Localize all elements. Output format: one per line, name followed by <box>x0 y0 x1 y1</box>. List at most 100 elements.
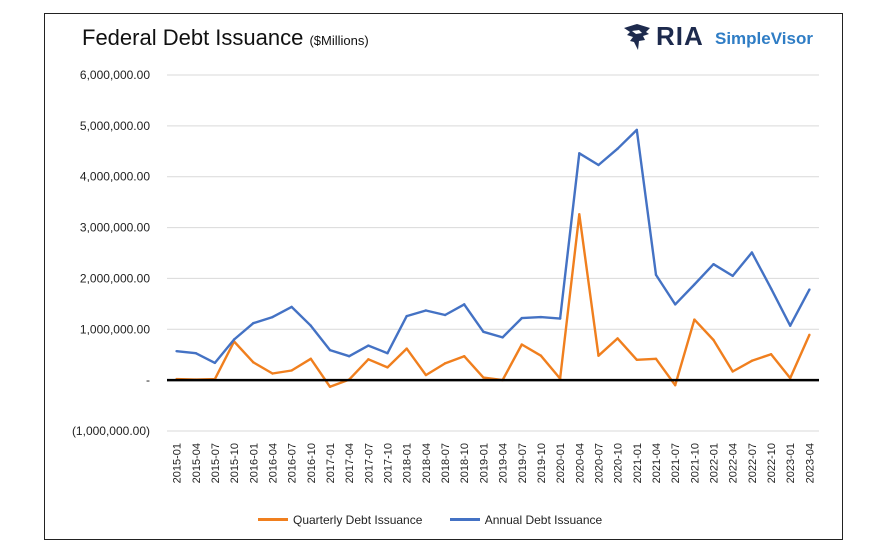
data-point <box>252 361 255 364</box>
data-point <box>443 313 447 317</box>
data-point <box>367 344 370 347</box>
x-tick-label: 2016-10 <box>306 443 318 483</box>
data-point <box>673 384 677 387</box>
data-point <box>731 370 734 373</box>
data-point <box>712 338 715 342</box>
data-point <box>424 373 428 377</box>
y-tick-label: 4,000,000.00 <box>80 170 150 184</box>
data-point <box>769 287 773 290</box>
legend-item-quarterly: Quarterly Debt Issuance <box>258 513 422 527</box>
x-tick-label: 2018-07 <box>440 443 452 483</box>
data-point <box>578 213 581 216</box>
logo-brand: RIA <box>656 21 704 51</box>
x-tick-label: 2021-04 <box>651 443 663 483</box>
x-axis: 2015-01 2015-04 2015-07 2015-10 2016-01 2016-… <box>172 443 817 483</box>
data-point <box>520 343 523 346</box>
legend-item-annual: Annual Debt Issuance <box>449 512 603 527</box>
data-point <box>750 359 754 363</box>
data-point <box>424 309 428 312</box>
x-tick-label: 2015-04 <box>191 443 203 483</box>
data-point <box>712 262 715 266</box>
y-tick-label: 5,000,000.00 <box>80 119 150 133</box>
data-point <box>750 251 754 254</box>
series <box>175 128 811 388</box>
data-point <box>463 355 466 358</box>
x-tick-label: 2020-04 <box>574 443 586 483</box>
y-tick-label: 6,000,000.00 <box>80 68 150 82</box>
x-tick-label: 2017-10 <box>383 443 395 483</box>
x-tick-label: 2022-01 <box>709 443 721 483</box>
x-tick-label: 2016-01 <box>248 443 260 483</box>
data-point <box>539 354 543 357</box>
data-point <box>635 128 639 132</box>
x-tick-label: 2015-07 <box>210 443 222 483</box>
x-tick-label: 2016-04 <box>267 443 279 483</box>
x-tick-label: 2017-07 <box>363 443 375 483</box>
x-tick-label: 2017-01 <box>325 443 337 483</box>
x-tick-label: 2021-07 <box>670 443 682 483</box>
legend: Quarterly Debt Issuance Annual Debt Issu… <box>258 510 626 527</box>
data-point <box>578 152 581 155</box>
data-point <box>271 315 274 319</box>
data-point <box>482 330 485 334</box>
data-point <box>309 357 313 360</box>
legend-label-annual: Annual Debt Issuance <box>484 512 603 527</box>
data-point <box>252 321 255 325</box>
chart-subtitle: ($Millions) <box>309 33 369 48</box>
grid <box>167 74 819 432</box>
data-point <box>635 358 639 361</box>
data-point <box>367 358 370 361</box>
data-point <box>654 357 658 360</box>
data-point <box>597 354 600 357</box>
data-point <box>328 348 332 352</box>
data-point <box>616 147 619 150</box>
y-tick-label: (1,000,000.00) <box>72 424 150 438</box>
data-point <box>213 361 217 365</box>
y-tick-label: 2,000,000.00 <box>80 271 150 285</box>
data-point <box>539 315 543 319</box>
data-point <box>673 303 677 306</box>
chart-title-text: Federal Debt Issuance <box>82 25 304 50</box>
data-point <box>558 317 562 320</box>
y-tick-label: - <box>146 373 150 387</box>
x-tick-label: 2021-01 <box>632 443 644 483</box>
data-point <box>328 385 332 388</box>
data-point <box>654 273 658 277</box>
data-point <box>386 351 389 355</box>
legend-label-quarterly: Quarterly Debt Issuance <box>293 512 423 527</box>
data-point <box>405 314 408 318</box>
series-line-annual <box>176 128 811 365</box>
data-point <box>232 338 236 341</box>
data-point <box>597 163 600 167</box>
data-point <box>290 369 293 372</box>
x-tick-label: 2018-04 <box>421 443 433 483</box>
data-point <box>463 303 466 306</box>
x-tick-label: 2019-10 <box>536 443 548 483</box>
x-tick-label: 2019-01 <box>478 443 490 483</box>
x-tick-label: 2018-10 <box>459 443 471 483</box>
data-point <box>808 333 811 337</box>
x-tick-label: 2019-04 <box>498 443 510 483</box>
data-point <box>616 337 619 340</box>
chart-frame <box>44 13 843 540</box>
x-tick-label: 2021-10 <box>689 443 701 483</box>
data-point <box>443 362 447 365</box>
x-tick-label: 2020-07 <box>593 443 605 483</box>
data-point <box>405 347 408 350</box>
x-tick-label: 2020-10 <box>613 443 625 483</box>
x-tick-label: 2022-04 <box>728 443 740 483</box>
data-point <box>731 274 734 278</box>
series-line-quarterly <box>176 213 811 388</box>
x-tick-label: 2015-10 <box>229 443 241 483</box>
data-point <box>271 372 274 375</box>
data-point <box>309 324 313 327</box>
data-point <box>501 336 504 339</box>
data-point <box>693 318 696 321</box>
y-tick-label: 3,000,000.00 <box>80 221 150 235</box>
data-point <box>520 316 523 320</box>
data-point <box>482 376 485 379</box>
chart-title: Federal Debt Issuance ($Millions) <box>82 25 369 51</box>
x-tick-label: 2020-01 <box>555 443 567 483</box>
x-tick-label: 2022-07 <box>747 443 759 483</box>
